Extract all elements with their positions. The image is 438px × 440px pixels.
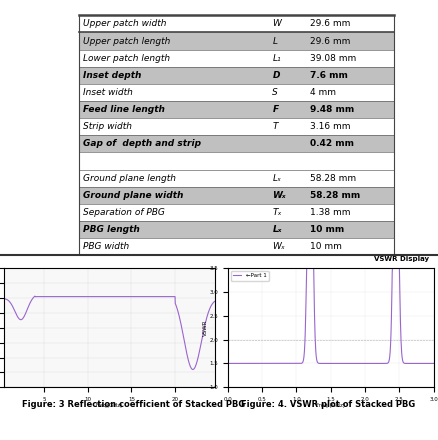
Text: 1.38 mm: 1.38 mm — [310, 208, 351, 217]
Text: Lₓ: Lₓ — [272, 174, 282, 183]
Text: L₁: L₁ — [272, 54, 281, 62]
Text: Gap of  depth and strip: Gap of depth and strip — [83, 139, 201, 148]
X-axis label: Freq (GHz): Freq (GHz) — [316, 403, 345, 408]
Text: 10 mm: 10 mm — [310, 225, 345, 234]
Text: Lower patch length: Lower patch length — [83, 54, 170, 62]
Text: D: D — [272, 71, 280, 80]
Text: PBG width: PBG width — [83, 242, 130, 251]
Text: Strip width: Strip width — [83, 122, 132, 131]
Text: Wₓ: Wₓ — [272, 242, 285, 251]
Legend: ←Part 1: ←Part 1 — [230, 271, 268, 281]
Text: W: W — [272, 19, 281, 28]
Text: Tₓ: Tₓ — [272, 208, 282, 217]
Text: 9.48 mm: 9.48 mm — [310, 105, 354, 114]
Text: Ground plane length: Ground plane length — [83, 174, 176, 183]
Text: 3.16 mm: 3.16 mm — [310, 122, 351, 131]
Text: Upper patch width: Upper patch width — [83, 19, 167, 28]
Text: Inset width: Inset width — [83, 88, 133, 97]
Text: 58.28 mm: 58.28 mm — [310, 191, 360, 200]
Text: Inset depth: Inset depth — [83, 71, 141, 80]
X-axis label: Freq(GHz): Freq(GHz) — [96, 403, 123, 408]
Text: L: L — [272, 37, 277, 45]
Text: 0.42 mm: 0.42 mm — [310, 139, 354, 148]
Text: Lₓ: Lₓ — [272, 225, 282, 234]
Text: Separation of PBG: Separation of PBG — [83, 208, 165, 217]
Text: 39.08 mm: 39.08 mm — [310, 54, 357, 62]
Text: VSWR Display: VSWR Display — [374, 257, 430, 262]
Text: 4 mm: 4 mm — [310, 88, 336, 97]
Text: PBG length: PBG length — [83, 225, 140, 234]
Y-axis label: VSWR: VSWR — [203, 319, 208, 336]
Text: T: T — [272, 122, 278, 131]
Text: Ground plane width: Ground plane width — [83, 191, 184, 200]
Text: 10 mm: 10 mm — [310, 242, 342, 251]
Bar — [79, 221, 394, 238]
Bar — [79, 33, 394, 50]
Text: 7.6 mm: 7.6 mm — [310, 71, 348, 80]
Bar — [79, 187, 394, 204]
Text: Feed line length: Feed line length — [83, 105, 165, 114]
Text: F: F — [272, 105, 279, 114]
Text: Wₓ: Wₓ — [272, 191, 286, 200]
Text: 29.6 mm: 29.6 mm — [310, 37, 351, 45]
Text: S: S — [272, 88, 278, 97]
Text: 58.28 mm: 58.28 mm — [310, 174, 357, 183]
Text: Figure: 4. VSWR plot of Stacked PBG: Figure: 4. VSWR plot of Stacked PBG — [241, 400, 415, 409]
Bar — [79, 67, 394, 84]
Bar — [79, 101, 394, 118]
Text: Upper patch length: Upper patch length — [83, 37, 170, 45]
Bar — [79, 135, 394, 152]
Text: 29.6 mm: 29.6 mm — [310, 19, 351, 28]
Text: Figure: 3 Reflection coefficient of Stacked PBG: Figure: 3 Reflection coefficient of Stac… — [22, 400, 245, 409]
